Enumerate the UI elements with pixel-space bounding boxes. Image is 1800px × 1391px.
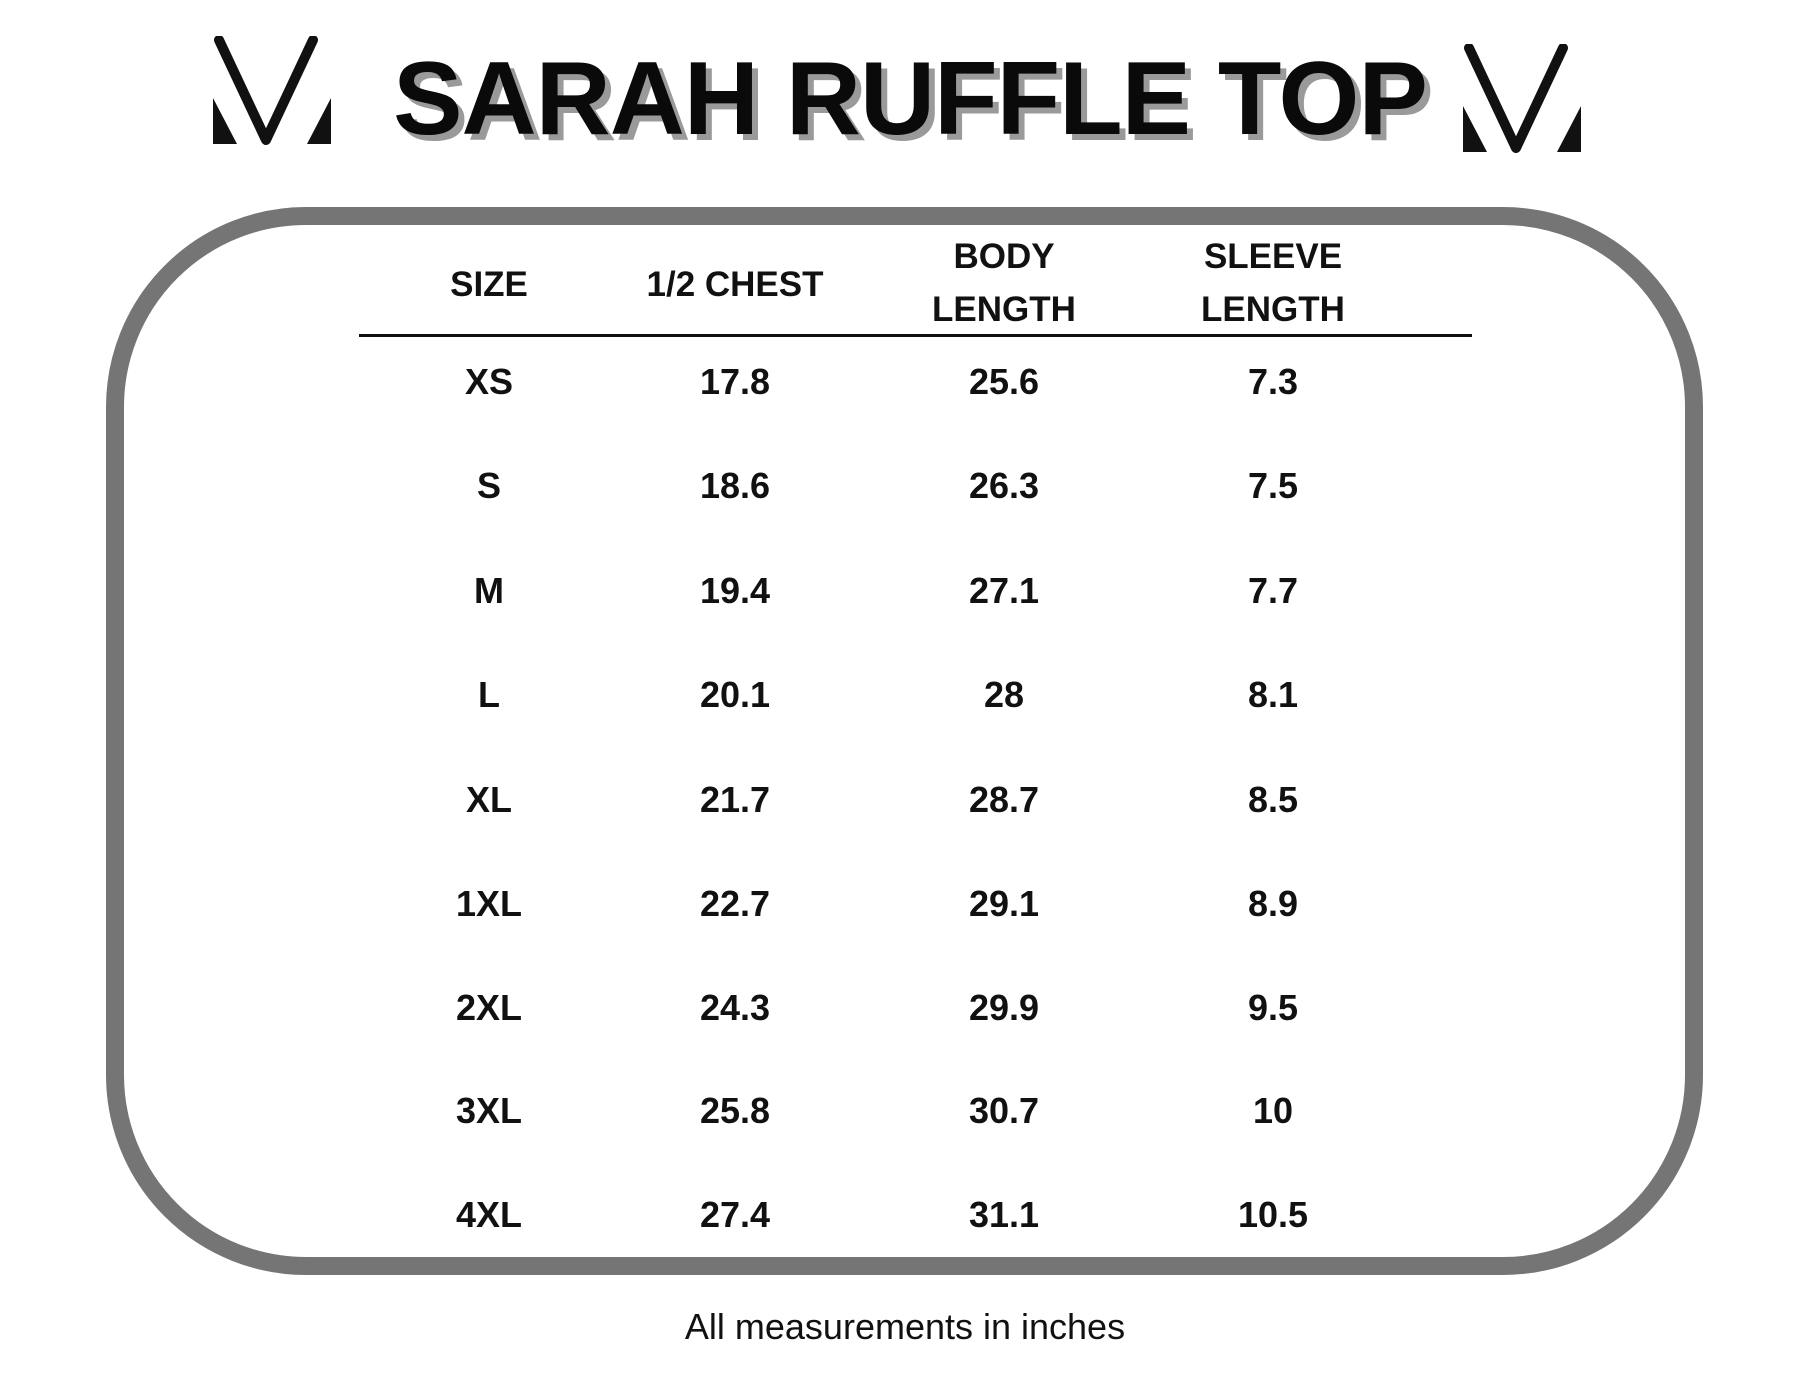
body-length-cell: 27.1 bbox=[968, 570, 1040, 611]
logo-icon bbox=[1463, 44, 1581, 153]
chest-cell: 17.8 bbox=[699, 361, 771, 402]
body-length-cell: 29.9 bbox=[968, 987, 1040, 1028]
chest-cell: 27.4 bbox=[699, 1194, 771, 1235]
sleeve-length-cell: 8.1 bbox=[1247, 674, 1299, 715]
table-frame bbox=[106, 207, 1703, 1275]
sleeve-length-cell: 7.7 bbox=[1247, 570, 1299, 611]
size-cell: XL bbox=[465, 779, 512, 820]
sleeve-length-cell: 8.5 bbox=[1247, 779, 1299, 820]
chest-cell: 24.3 bbox=[699, 987, 771, 1028]
sleeve-length-cell: 9.5 bbox=[1247, 987, 1299, 1028]
body-length-cell: 26.3 bbox=[968, 465, 1040, 506]
sleeve-length-cell: 10 bbox=[1252, 1090, 1294, 1131]
size-cell: 2XL bbox=[455, 987, 523, 1028]
chest-cell: 25.8 bbox=[699, 1090, 771, 1131]
size-cell: L bbox=[478, 674, 500, 715]
body-length-cell: 29.1 bbox=[968, 883, 1040, 924]
size-cell: XS bbox=[464, 361, 514, 402]
size-cell: 4XL bbox=[455, 1194, 523, 1235]
chest-cell: 19.4 bbox=[699, 570, 771, 611]
body-length-cell: 25.6 bbox=[968, 361, 1040, 402]
chest-cell: 18.6 bbox=[699, 465, 771, 506]
sleeve-length-cell: 7.5 bbox=[1247, 465, 1299, 506]
body-length-cell: 28.7 bbox=[968, 779, 1040, 820]
header-size: SIZE bbox=[450, 265, 528, 304]
sleeve-length-cell: 10.5 bbox=[1237, 1194, 1309, 1235]
size-cell: M bbox=[474, 570, 504, 611]
logo-icon bbox=[213, 36, 331, 145]
footer-note: All measurements in inches bbox=[684, 1306, 1126, 1347]
sleeve-length-cell: 7.3 bbox=[1247, 361, 1299, 402]
header-sleeve-length: SLEEVE LENGTH bbox=[1201, 237, 1345, 329]
size-cell: 1XL bbox=[455, 883, 523, 924]
page-title: SARAH RUFFLE TOP bbox=[393, 41, 1428, 157]
sleeve-length-cell: 8.9 bbox=[1247, 883, 1299, 924]
chest-cell: 22.7 bbox=[699, 883, 771, 924]
chest-cell: 21.7 bbox=[699, 779, 771, 820]
header-half-chest: 1/2 CHEST bbox=[646, 265, 824, 304]
size-cell: S bbox=[476, 465, 501, 506]
size-cell: 3XL bbox=[455, 1090, 523, 1131]
header-divider bbox=[359, 334, 1472, 337]
body-length-cell: 28 bbox=[983, 674, 1025, 715]
body-length-cell: 31.1 bbox=[968, 1194, 1040, 1235]
header-body-length: BODY LENGTH bbox=[932, 237, 1076, 329]
body-length-cell: 30.7 bbox=[968, 1090, 1040, 1131]
chest-cell: 20.1 bbox=[699, 674, 771, 715]
